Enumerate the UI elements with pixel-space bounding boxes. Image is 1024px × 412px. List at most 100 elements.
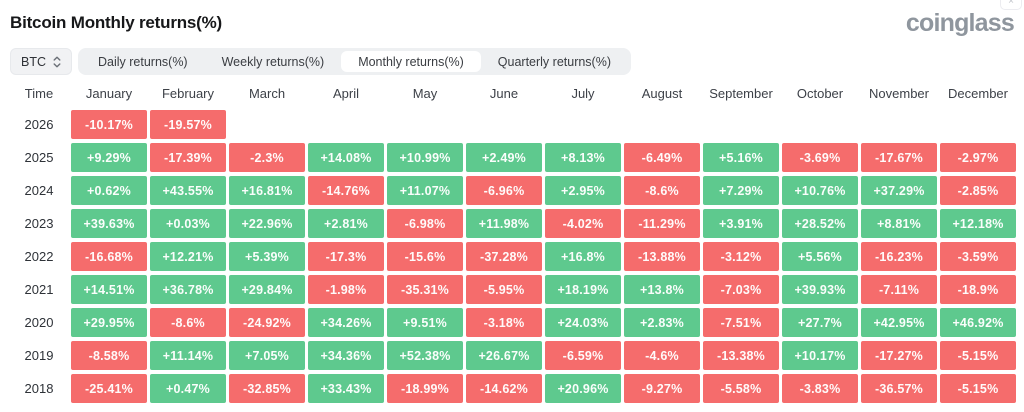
- return-cell: -13.88%: [624, 242, 700, 271]
- column-header-june: June: [489, 86, 519, 101]
- return-cell: -2.3%: [229, 143, 305, 172]
- return-cell: +36.78%: [150, 275, 226, 304]
- column-header-time: Time: [24, 86, 54, 101]
- return-cell: +11.07%: [387, 176, 463, 205]
- return-cell: +12.18%: [940, 209, 1016, 238]
- return-cell: -7.03%: [703, 275, 779, 304]
- return-cell: -5.15%: [940, 374, 1016, 403]
- return-cell: -16.23%: [861, 242, 937, 271]
- column-header-march: March: [248, 86, 286, 101]
- return-cell: -14.62%: [466, 374, 542, 403]
- return-cell: +9.29%: [71, 143, 147, 172]
- return-cell: +11.14%: [150, 341, 226, 370]
- return-cell: +22.96%: [229, 209, 305, 238]
- return-cell: +11.98%: [466, 209, 542, 238]
- return-cell: +8.81%: [861, 209, 937, 238]
- return-cell: -3.18%: [466, 308, 542, 337]
- return-cell: -6.98%: [387, 209, 463, 238]
- close-icon[interactable]: ×: [1000, 0, 1022, 10]
- return-cell: +10.76%: [782, 176, 858, 205]
- return-cell: +46.92%: [940, 308, 1016, 337]
- tab-daily-returns[interactable]: Daily returns(%): [98, 54, 188, 69]
- return-cell: +16.81%: [229, 176, 305, 205]
- column-header-january: January: [85, 86, 133, 101]
- return-cell: +34.36%: [308, 341, 384, 370]
- return-cell: -37.28%: [466, 242, 542, 271]
- return-cell: +10.17%: [782, 341, 858, 370]
- return-cell: +27.7%: [782, 308, 858, 337]
- symbol-selector[interactable]: BTC: [10, 48, 72, 75]
- return-cell: +10.99%: [387, 143, 463, 172]
- column-header-april: April: [332, 86, 359, 101]
- return-cell: +9.51%: [387, 308, 463, 337]
- return-cell: -7.51%: [703, 308, 779, 337]
- controls-row: BTC Daily returns(%) Weekly returns(%) Mon…: [10, 48, 1016, 75]
- return-cell: -14.76%: [308, 176, 384, 205]
- return-cell: +14.08%: [308, 143, 384, 172]
- return-cell: +2.95%: [545, 176, 621, 205]
- symbol-selector-label: BTC: [21, 54, 46, 69]
- year-label: 2020: [24, 315, 54, 330]
- return-cell: -18.99%: [387, 374, 463, 403]
- return-cell: +13.8%: [624, 275, 700, 304]
- year-label: 2022: [24, 249, 54, 264]
- return-cell: +2.83%: [624, 308, 700, 337]
- return-cell: [861, 110, 937, 139]
- return-cell: +12.21%: [150, 242, 226, 271]
- column-header-february: February: [161, 86, 215, 101]
- return-cell: -19.57%: [150, 110, 226, 139]
- return-cell: [466, 110, 542, 139]
- return-cell: -7.11%: [861, 275, 937, 304]
- page-title: Bitcoin Monthly returns(%): [10, 13, 223, 32]
- return-cell: +7.05%: [229, 341, 305, 370]
- return-cell: +7.29%: [703, 176, 779, 205]
- return-cell: +5.39%: [229, 242, 305, 271]
- return-cell: [387, 110, 463, 139]
- tab-quarterly-returns[interactable]: Quarterly returns(%): [497, 54, 612, 69]
- return-cell: +29.84%: [229, 275, 305, 304]
- column-header-august: August: [641, 86, 683, 101]
- return-cell: +26.67%: [466, 341, 542, 370]
- return-cell: -6.49%: [624, 143, 700, 172]
- return-cell: -35.31%: [387, 275, 463, 304]
- return-cell: +39.63%: [71, 209, 147, 238]
- return-cell: -6.59%: [545, 341, 621, 370]
- tab-monthly-returns[interactable]: Monthly returns(%): [341, 51, 481, 72]
- return-cell: +2.81%: [308, 209, 384, 238]
- column-header-july: July: [571, 86, 595, 101]
- return-cell: -17.39%: [150, 143, 226, 172]
- tab-weekly-returns[interactable]: Weekly returns(%): [221, 54, 325, 69]
- column-header-december: December: [948, 86, 1008, 101]
- return-cell: +0.03%: [150, 209, 226, 238]
- return-cell: -18.9%: [940, 275, 1016, 304]
- return-cell: -15.6%: [387, 242, 463, 271]
- return-cell: -6.96%: [466, 176, 542, 205]
- year-label: 2019: [24, 348, 54, 363]
- return-cell: +5.56%: [782, 242, 858, 271]
- return-cell: +39.93%: [782, 275, 858, 304]
- return-cell: +34.26%: [308, 308, 384, 337]
- return-cell: +14.51%: [71, 275, 147, 304]
- return-cell: -8.6%: [624, 176, 700, 205]
- column-header-may: May: [412, 86, 438, 101]
- return-cell: -17.3%: [308, 242, 384, 271]
- return-cell: -10.17%: [71, 110, 147, 139]
- return-cell: +43.55%: [150, 176, 226, 205]
- return-cell: -2.97%: [940, 143, 1016, 172]
- column-header-october: October: [796, 86, 844, 101]
- return-cell: -3.12%: [703, 242, 779, 271]
- return-cell: -3.69%: [782, 143, 858, 172]
- return-cell: -5.15%: [940, 341, 1016, 370]
- return-cell: +0.62%: [71, 176, 147, 205]
- return-cell: -8.58%: [71, 341, 147, 370]
- column-header-september: September: [709, 86, 773, 101]
- returns-period-tabs: Daily returns(%) Weekly returns(%) Monthly…: [78, 48, 632, 75]
- return-cell: [545, 110, 621, 139]
- return-cell: -9.27%: [624, 374, 700, 403]
- return-cell: -5.95%: [466, 275, 542, 304]
- year-label: 2026: [24, 117, 54, 132]
- return-cell: -8.6%: [150, 308, 226, 337]
- return-cell: +0.47%: [150, 374, 226, 403]
- return-cell: +28.52%: [782, 209, 858, 238]
